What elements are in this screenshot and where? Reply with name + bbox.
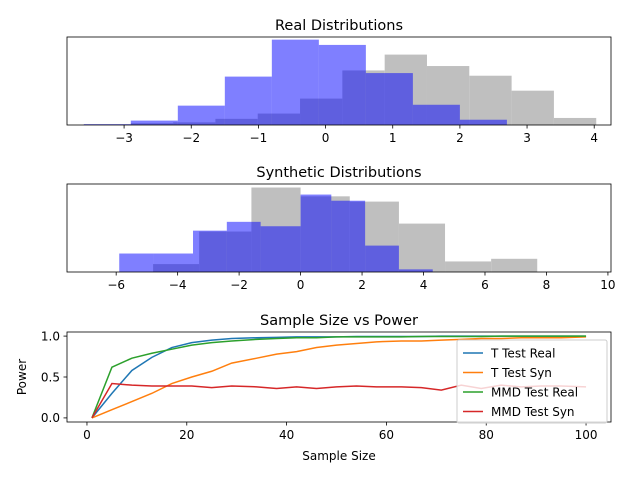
y-tick-label: 0.5 xyxy=(41,370,60,384)
x-tick-label: 0 xyxy=(297,278,305,292)
hist-bar xyxy=(153,253,194,272)
x-tick-label: −2 xyxy=(230,278,248,292)
x-tick-label: 40 xyxy=(279,428,294,442)
series-line-3 xyxy=(91,335,587,419)
legend-label: MMD Test Syn xyxy=(491,405,575,419)
x-tick-label: 80 xyxy=(479,428,494,442)
x-axis-label: Sample Size xyxy=(302,449,375,463)
subplot-title: Sample Size vs Power xyxy=(260,313,418,329)
hist-bar xyxy=(130,120,178,125)
x-tick-label: −1 xyxy=(250,131,268,145)
series-line-2 xyxy=(91,336,587,419)
hist-bar xyxy=(365,73,413,125)
hist-bar xyxy=(119,253,154,272)
x-tick-label: 0 xyxy=(83,428,91,442)
y-axis-label: Power xyxy=(15,359,29,395)
x-tick-label: 4 xyxy=(420,278,428,292)
hist-bar xyxy=(511,90,554,125)
subplot-title: Synthetic Distributions xyxy=(256,165,421,181)
x-tick-label: 1 xyxy=(389,131,397,145)
subplot-2: −6 −4 −2 0 2 4 6 8 10 Synthetic Distributions xyxy=(66,165,616,292)
subplot-title: Real Distributions xyxy=(275,18,403,34)
hist-bar xyxy=(224,76,272,125)
hist-bar xyxy=(300,194,332,272)
x-tick-label: 20 xyxy=(179,428,194,442)
hist-bar xyxy=(331,200,366,272)
x-tick-label: −2 xyxy=(182,131,200,145)
x-tick-label: 10 xyxy=(600,278,615,292)
x-tick-label: 8 xyxy=(543,278,551,292)
hist-bar xyxy=(398,223,446,272)
hist-bar xyxy=(177,105,225,125)
hist-bar xyxy=(318,44,366,125)
hist-bar xyxy=(83,124,131,125)
x-tick-label: 2 xyxy=(456,131,464,145)
hist-bar xyxy=(459,119,507,125)
hist-bar xyxy=(412,104,460,125)
plot-area xyxy=(119,187,538,272)
y-tick-label: 0.0 xyxy=(41,411,60,425)
hist-bar xyxy=(365,245,399,272)
legend-box xyxy=(456,339,608,424)
plot-area xyxy=(83,39,597,125)
y-tick-label: 1.0 xyxy=(41,329,60,343)
x-tick-label: −6 xyxy=(107,278,125,292)
subplot-3: 0 20 40 60 80 100 0.0 0.5 1.0 Sample Size vs Powe… xyxy=(15,313,612,463)
x-tick-label: 4 xyxy=(590,131,598,145)
x-tick-label: 2 xyxy=(358,278,366,292)
legend-label: MMD Test Real xyxy=(491,385,578,399)
hist-bar xyxy=(469,75,512,125)
hist-bar xyxy=(271,39,319,125)
axes-frame xyxy=(66,183,612,273)
plot-area xyxy=(91,335,587,419)
x-tick-label: 6 xyxy=(481,278,489,292)
legend-label: T Test Syn xyxy=(490,366,552,380)
legend-label: T Test Real xyxy=(490,346,555,360)
x-tick-label: 3 xyxy=(523,131,531,145)
hist-bar xyxy=(193,230,227,272)
subplot-1: −3 −2 −1 0 1 2 3 4 Real Distributions xyxy=(66,18,612,145)
x-tick-label: −4 xyxy=(169,278,187,292)
hist-bar xyxy=(553,117,597,125)
hist-bar xyxy=(491,258,538,272)
x-tick-label: −3 xyxy=(115,131,133,145)
x-tick-label: 100 xyxy=(575,428,598,442)
axes-frame xyxy=(66,36,612,126)
hist-bar xyxy=(260,226,301,272)
x-tick-label: 60 xyxy=(379,428,394,442)
x-tick-label: 0 xyxy=(322,131,330,145)
hist-bar xyxy=(445,261,492,272)
hist-bar xyxy=(398,269,433,272)
hist-bar xyxy=(226,221,261,272)
legend: T Test Real T Test Syn MMD Test Real MMD Te… xyxy=(456,339,608,424)
